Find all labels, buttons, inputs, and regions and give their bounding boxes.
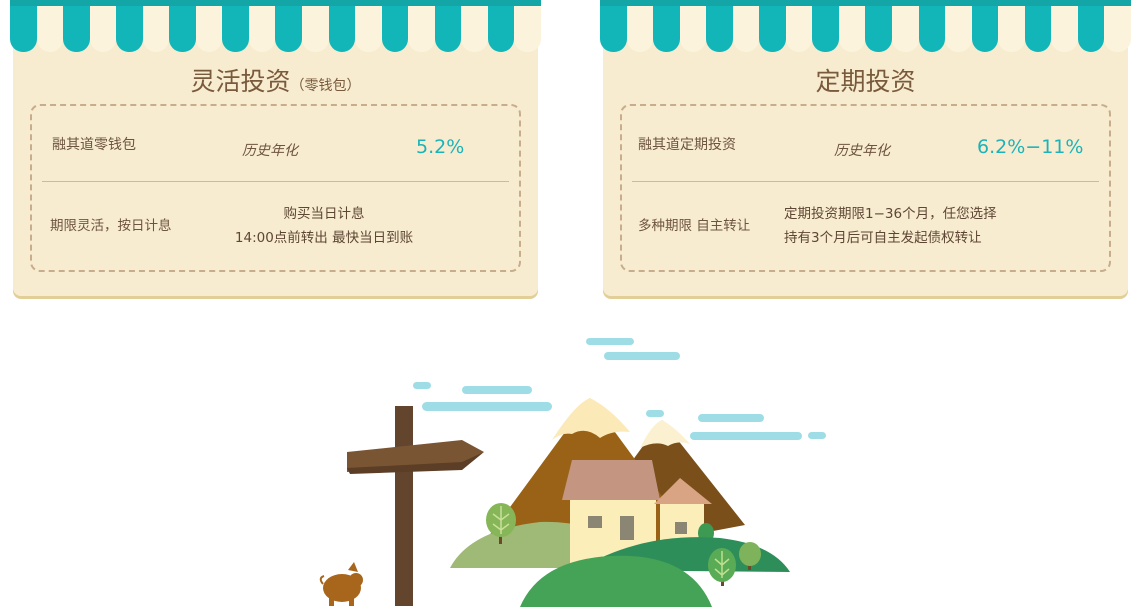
description-line-2: 14:00点前转出 最快当日到账: [234, 230, 414, 246]
card-body: [13, 40, 538, 296]
panel-divider: [42, 181, 509, 182]
description: 购买当日计息 14:00点前转出 最快当日到账: [224, 202, 424, 250]
cloud-icon: [413, 338, 826, 440]
rate-value: 6.2%−11%: [977, 136, 1084, 158]
description-line-1: 购买当日计息: [283, 206, 365, 222]
awning-decoration: [10, 0, 541, 52]
piggy-bank-icon: [319, 562, 363, 606]
rate-label: 历史年化: [834, 143, 890, 159]
product-name: 融其道定期投资: [638, 137, 736, 153]
info-panel: 融其道零钱包 历史年化 5.2% 期限灵活，按日计息 购买当日计息 14:00点…: [30, 104, 521, 272]
product-name: 融其道零钱包: [52, 137, 136, 153]
card-title: 定期投资: [603, 62, 1128, 98]
term-label: 期限灵活，按日计息: [50, 218, 172, 234]
description: 定期投资期限1−36个月，任您选择 持有3个月后可自主发起债权转让: [784, 202, 1054, 250]
description-line-2: 持有3个月后可自主发起债权转让: [784, 230, 982, 246]
title-main: 灵活投资: [190, 67, 291, 96]
description-line-1: 定期投资期限1−36个月，任您选择: [784, 206, 997, 222]
rate-label: 历史年化: [242, 143, 298, 159]
awning-decoration: [600, 0, 1131, 52]
signpost-icon: [347, 406, 484, 606]
card-body: [603, 40, 1128, 296]
title-sub: （零钱包）: [290, 78, 361, 94]
tree-icon: [486, 503, 516, 544]
term-label: 多种期限 自主转让: [638, 218, 751, 234]
fixed-term-investment-card: 定期投资 融其道定期投资 历史年化 6.2%−11% 多种期限 自主转让 定期投…: [600, 0, 1131, 296]
title-main: 定期投资: [815, 67, 916, 96]
tree-icon: [708, 548, 736, 586]
flexible-investment-card: 灵活投资（零钱包） 融其道零钱包 历史年化 5.2% 期限灵活，按日计息 购买当…: [10, 0, 541, 296]
info-panel: 融其道定期投资 历史年化 6.2%−11% 多种期限 自主转让 定期投资期限1−…: [620, 104, 1111, 272]
rate-value: 5.2%: [416, 136, 465, 158]
hill-icon: [520, 555, 712, 607]
card-title: 灵活投资（零钱包）: [13, 62, 538, 98]
tree-icon: [739, 542, 761, 570]
panel-divider: [632, 181, 1099, 182]
